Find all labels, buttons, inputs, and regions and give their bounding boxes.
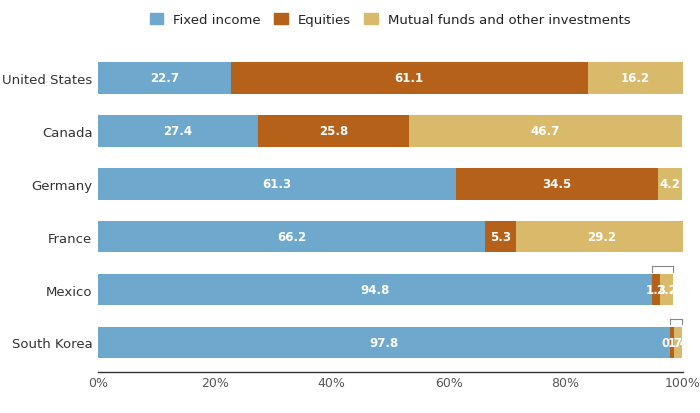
Bar (659, 274, 673, 306)
Text: 4.2: 4.2 (659, 178, 680, 191)
Bar (98, 116, 258, 147)
Bar (98, 274, 652, 306)
Bar (456, 169, 658, 200)
Text: 27.4: 27.4 (164, 125, 193, 138)
Bar (258, 116, 409, 147)
Legend: Fixed income, Equities, Mutual funds and other investments: Fixed income, Equities, Mutual funds and… (150, 14, 631, 27)
Bar (98, 221, 485, 253)
Text: 46.7: 46.7 (531, 125, 560, 138)
Text: 1.4: 1.4 (667, 336, 688, 349)
Text: 22.7: 22.7 (150, 72, 178, 85)
Text: 0.7: 0.7 (662, 336, 682, 349)
Text: 34.5: 34.5 (542, 178, 572, 191)
Bar (652, 274, 659, 306)
Text: 66.2: 66.2 (276, 230, 306, 244)
Bar (98, 327, 670, 358)
Text: 61.1: 61.1 (395, 72, 424, 85)
Text: 94.8: 94.8 (360, 283, 390, 297)
Bar (409, 116, 682, 147)
Text: 97.8: 97.8 (369, 336, 398, 349)
Bar (98, 169, 456, 200)
Text: 5.3: 5.3 (490, 230, 511, 244)
Bar (588, 63, 682, 95)
Text: 16.2: 16.2 (621, 72, 650, 85)
Bar (98, 63, 231, 95)
Bar (231, 63, 588, 95)
Bar (485, 221, 516, 253)
Bar (658, 169, 682, 200)
Bar (670, 327, 673, 358)
Bar (516, 221, 687, 253)
Text: 61.3: 61.3 (262, 178, 292, 191)
Text: 29.2: 29.2 (587, 230, 616, 244)
Text: 25.8: 25.8 (319, 125, 348, 138)
Bar (673, 327, 682, 358)
Text: 2.2: 2.2 (656, 283, 677, 297)
Text: 1.3: 1.3 (645, 283, 666, 297)
